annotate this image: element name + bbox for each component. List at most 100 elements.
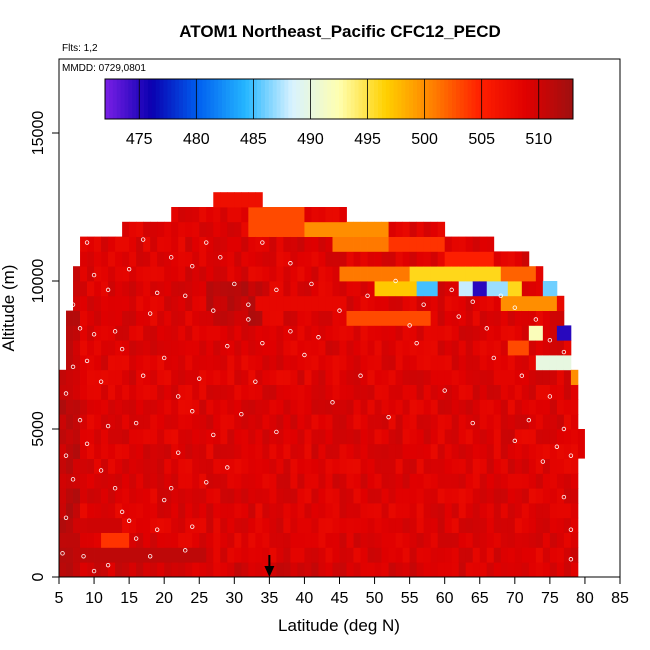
heatmap-cell [192, 310, 200, 326]
colorbar-swatch [502, 79, 508, 119]
heatmap-cell [206, 399, 214, 415]
heatmap-cell [150, 221, 158, 237]
heatmap-cell [444, 251, 453, 267]
heatmap-cell [157, 236, 165, 252]
heatmap-cell [535, 503, 544, 519]
heatmap-cell [563, 355, 572, 371]
heatmap-cell [542, 355, 551, 371]
heatmap-cell [171, 443, 179, 459]
heatmap-cell [192, 473, 200, 489]
heatmap-cell [220, 414, 228, 430]
heatmap-cell [101, 517, 109, 533]
heatmap-cell [129, 355, 137, 371]
heatmap-cell [514, 369, 523, 385]
colorbar-swatch [128, 79, 133, 119]
heatmap-cell [388, 236, 396, 252]
heatmap-cell [283, 488, 291, 504]
heatmap-cell [171, 325, 179, 341]
heatmap-cell [514, 310, 523, 326]
sample-point [126, 266, 132, 272]
colorbar-swatch [339, 79, 344, 119]
heatmap-cell [437, 310, 446, 326]
heatmap-cell [101, 310, 109, 326]
heatmap-cell [507, 251, 516, 267]
heatmap-cell [360, 429, 368, 445]
heatmap-cell [514, 429, 523, 445]
x-tick-label: 65 [471, 590, 489, 607]
heatmap-cell [381, 221, 389, 237]
x-tick-label: 15 [120, 590, 138, 607]
heatmap-cell [87, 369, 95, 385]
heatmap-cell [360, 414, 368, 430]
colorbar-swatch [280, 79, 285, 119]
heatmap-cell [409, 340, 418, 356]
heatmap-cell [486, 503, 495, 519]
colorbar-swatch [327, 79, 332, 119]
heatmap-cell [486, 488, 495, 504]
heatmap-cell [178, 340, 186, 356]
heatmap-cell [332, 414, 340, 430]
colorbar-swatch [444, 79, 449, 119]
heatmap-cell [570, 532, 579, 548]
heatmap-cell [178, 251, 186, 267]
heatmap-cell [227, 547, 235, 563]
heatmap-cell [549, 355, 558, 371]
sample-point [84, 441, 90, 446]
heatmap-cell [80, 429, 88, 445]
heatmap-cell [80, 443, 88, 459]
heatmap-cell [451, 562, 460, 578]
heatmap-cell [255, 517, 263, 533]
heatmap-cell [472, 488, 481, 504]
heatmap-cell [514, 473, 523, 489]
heatmap-cell [416, 236, 425, 252]
heatmap-cell [199, 369, 207, 385]
heatmap-cell [325, 207, 333, 223]
heatmap-cell [570, 517, 579, 533]
heatmap-cell [129, 443, 137, 459]
heatmap-cell [87, 517, 95, 533]
heatmap-cell [437, 221, 446, 237]
heatmap-cell [500, 281, 509, 297]
heatmap-cell [430, 503, 439, 519]
heatmap-cell [164, 503, 172, 519]
heatmap-cell [353, 532, 361, 548]
heatmap-cell [185, 458, 193, 474]
heatmap-cell [332, 207, 340, 223]
heatmap-cell [248, 414, 256, 430]
heatmap-cell [465, 532, 474, 548]
heatmap-cell [143, 236, 151, 252]
heatmap-cell [521, 429, 530, 445]
heatmap-cell [73, 384, 81, 400]
heatmap-cell [325, 532, 333, 548]
sample-point [161, 497, 167, 503]
heatmap-cell [353, 503, 361, 519]
heatmap-cell [402, 355, 411, 371]
heatmap-cell [346, 473, 354, 489]
heatmap-cell [255, 340, 263, 356]
colorbar-swatch [561, 79, 566, 119]
heatmap-cell [437, 473, 446, 489]
heatmap-cell [304, 414, 312, 430]
heatmap-cell [227, 532, 235, 548]
heatmap-cell [66, 458, 74, 474]
heatmap-cell [423, 369, 432, 385]
heatmap-cell [402, 340, 411, 356]
heatmap-cell [227, 236, 235, 252]
heatmap-cell [360, 281, 368, 297]
heatmap-cell [150, 443, 158, 459]
heatmap-cell [423, 399, 432, 415]
heatmap-cell [234, 473, 242, 489]
heatmap-cell [164, 517, 172, 533]
heatmap-cell [528, 414, 537, 430]
heatmap-cell [465, 488, 474, 504]
heatmap-cell [535, 295, 544, 311]
heatmap-cell [248, 251, 256, 267]
heatmap-cell [521, 355, 530, 371]
heatmap-cell [150, 547, 158, 563]
heatmap-cell [185, 517, 193, 533]
heatmap-cell [290, 207, 298, 223]
heatmap-cell [360, 325, 368, 341]
heatmap-cell [262, 266, 270, 282]
heatmap-cell [136, 443, 144, 459]
colorbar-swatch [268, 79, 274, 119]
